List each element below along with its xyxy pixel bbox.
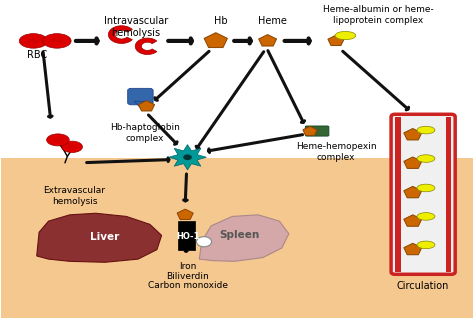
Ellipse shape	[417, 241, 435, 249]
Ellipse shape	[417, 184, 435, 192]
Polygon shape	[134, 101, 146, 108]
Text: Circulation: Circulation	[397, 281, 449, 291]
Text: Hb-haptoglobin
complex: Hb-haptoglobin complex	[110, 123, 180, 143]
Text: Hb: Hb	[214, 16, 228, 26]
Ellipse shape	[52, 138, 64, 142]
Text: Spleen: Spleen	[219, 230, 259, 241]
Polygon shape	[404, 129, 422, 140]
Polygon shape	[303, 126, 317, 136]
Ellipse shape	[19, 33, 47, 48]
Text: Biliverdin: Biliverdin	[166, 272, 209, 281]
Text: Liver: Liver	[91, 232, 119, 242]
Polygon shape	[404, 157, 422, 168]
Polygon shape	[404, 215, 422, 226]
Ellipse shape	[67, 145, 77, 149]
Text: HO-1: HO-1	[176, 233, 199, 241]
Polygon shape	[404, 186, 422, 198]
Ellipse shape	[335, 32, 356, 40]
FancyBboxPatch shape	[391, 114, 455, 274]
Text: Heme-albumin or heme-
lipoprotein complex: Heme-albumin or heme- lipoprotein comple…	[323, 4, 434, 25]
Text: Extravascular
hemolysis: Extravascular hemolysis	[44, 186, 105, 206]
Ellipse shape	[46, 134, 69, 146]
Text: Heme-hemopexin
complex: Heme-hemopexin complex	[296, 142, 376, 162]
Ellipse shape	[50, 39, 64, 43]
Ellipse shape	[417, 213, 435, 220]
Ellipse shape	[417, 126, 435, 134]
Bar	[1, 158, 473, 318]
Ellipse shape	[417, 155, 435, 162]
FancyBboxPatch shape	[128, 88, 153, 105]
FancyBboxPatch shape	[305, 126, 329, 136]
Bar	[1, 1, 473, 158]
Polygon shape	[328, 35, 344, 46]
Polygon shape	[259, 34, 277, 46]
Polygon shape	[199, 215, 289, 261]
Text: Carbon monoxide: Carbon monoxide	[147, 281, 228, 290]
Bar	[395, 117, 401, 272]
Polygon shape	[138, 101, 155, 111]
Text: RBC: RBC	[27, 50, 47, 60]
Polygon shape	[36, 213, 162, 262]
Polygon shape	[135, 38, 157, 55]
Polygon shape	[404, 243, 422, 255]
Text: Intravascular
hemolysis: Intravascular hemolysis	[103, 16, 168, 38]
FancyBboxPatch shape	[178, 220, 195, 250]
Polygon shape	[169, 145, 206, 170]
Polygon shape	[177, 209, 193, 219]
Ellipse shape	[27, 39, 40, 43]
Ellipse shape	[62, 141, 82, 152]
Circle shape	[183, 154, 192, 160]
Text: Heme: Heme	[258, 16, 287, 26]
Polygon shape	[109, 26, 132, 43]
Bar	[446, 117, 451, 272]
Polygon shape	[204, 33, 228, 48]
Text: Iron: Iron	[179, 262, 196, 271]
Circle shape	[197, 237, 211, 247]
Ellipse shape	[43, 33, 71, 48]
